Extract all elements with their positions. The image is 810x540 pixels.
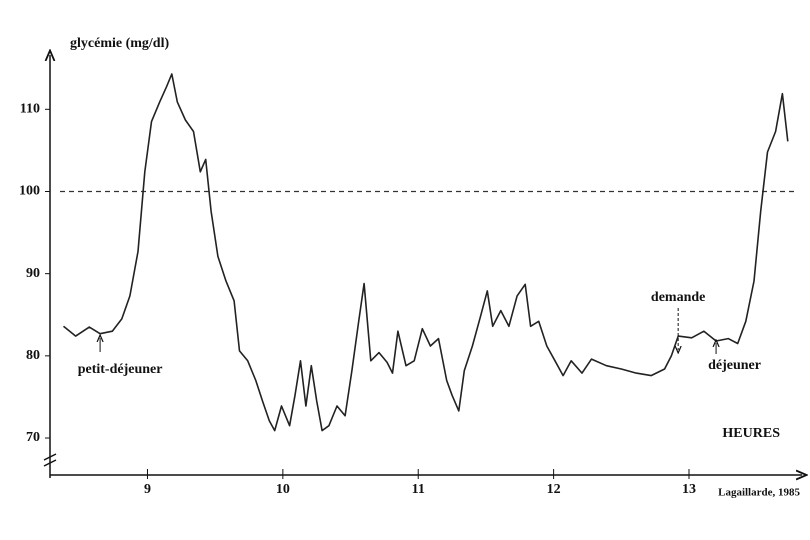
x-tick-label: 10 bbox=[276, 482, 290, 497]
x-tick-label: 9 bbox=[144, 482, 151, 497]
annotation: déjeuner bbox=[708, 358, 761, 373]
axis-break bbox=[43, 459, 57, 467]
y-tick-label: 90 bbox=[26, 266, 40, 281]
credit: Lagaillarde, 1985 bbox=[718, 487, 800, 499]
axis-break bbox=[43, 453, 57, 461]
glycemia-line bbox=[62, 73, 789, 432]
y-axis-label: glycémie (mg/dl) bbox=[70, 36, 169, 51]
annotation: demande bbox=[651, 290, 705, 305]
y-tick-label: 80 bbox=[26, 348, 40, 363]
x-tick-label: 13 bbox=[682, 482, 696, 497]
annotation: petit-déjeuner bbox=[78, 362, 163, 377]
y-tick-label: 110 bbox=[20, 102, 40, 117]
x-axis-label: HEURES bbox=[722, 426, 780, 441]
y-tick-label: 70 bbox=[26, 430, 40, 445]
x-tick-label: 12 bbox=[547, 482, 561, 497]
y-tick-label: 100 bbox=[19, 184, 40, 199]
x-tick-label: 11 bbox=[412, 482, 425, 497]
